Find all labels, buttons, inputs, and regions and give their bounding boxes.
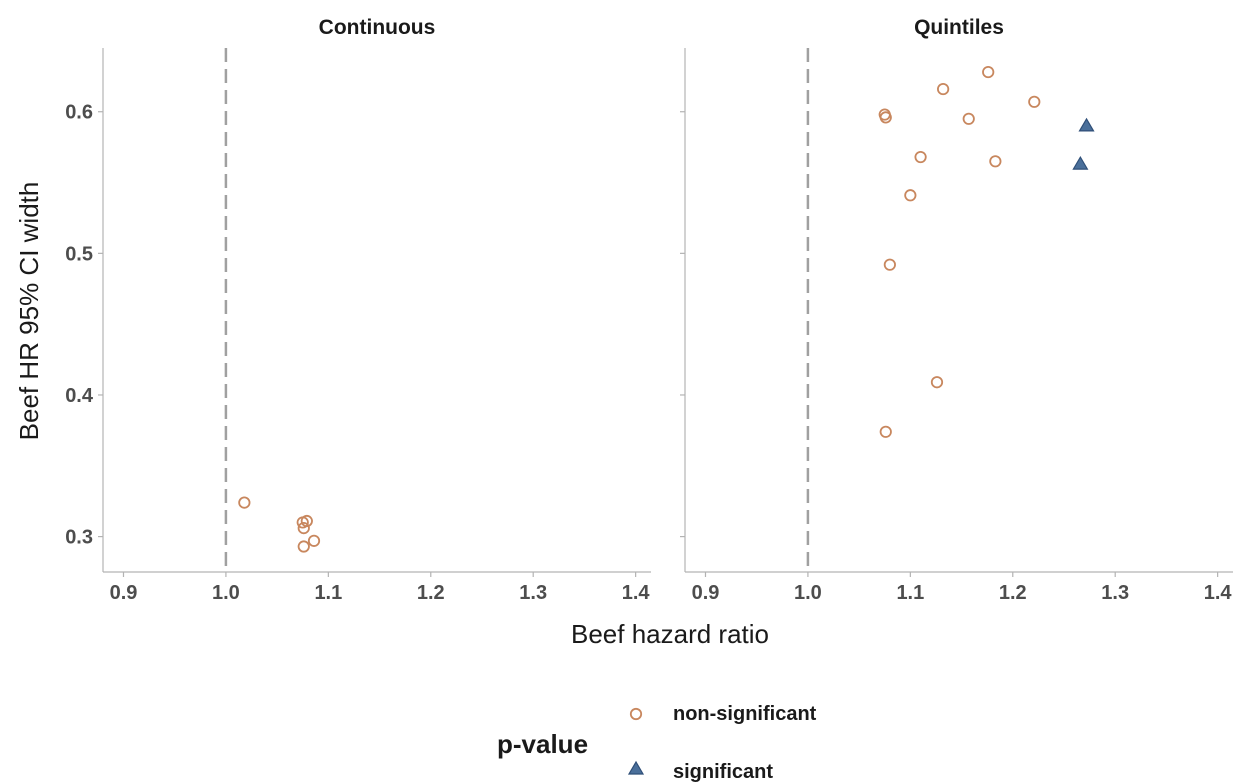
x-axis-title: Beef hazard ratio <box>571 619 769 649</box>
x-tick-label: 1.3 <box>519 582 547 604</box>
data-point-non-significant <box>904 189 917 202</box>
x-tick-label: 1.2 <box>417 582 445 604</box>
data-point-significant <box>1078 117 1095 132</box>
panel-title-quintiles: Quintiles <box>914 16 1004 39</box>
data-point-non-significant <box>879 425 892 438</box>
legend-key-significant <box>627 760 645 775</box>
data-point-non-significant <box>300 514 313 528</box>
x-tick-label: 1.1 <box>896 582 924 604</box>
data-point-non-significant <box>297 540 310 553</box>
y-axis-title: Beef HR 95% CI width <box>14 182 44 441</box>
panel-title-continuous: Continuous <box>319 16 436 39</box>
y-tick-label: 0.4 <box>65 385 94 407</box>
panel-quintiles: Quintiles 0.9 1.0 1.1 1.2 1.3 1.4 <box>680 16 1233 604</box>
legend: p-value non-significant significant <box>497 703 817 783</box>
legend-key-non-significant <box>629 707 643 721</box>
panel-continuous: Continuous 0.9 1.0 1.1 1.2 1.3 1.4 0.3 0.4 0.5 0.6 <box>65 16 651 604</box>
x-tick-label: 1.1 <box>314 582 342 604</box>
y-tick-label: 0.5 <box>65 243 93 265</box>
data-point-non-significant <box>937 82 950 96</box>
data-point-non-significant <box>883 258 896 271</box>
x-tick-label: 1.4 <box>1204 582 1233 604</box>
legend-label-non-significant: non-significant <box>673 703 817 725</box>
x-tick-label: 1.0 <box>212 582 240 604</box>
data-point-significant <box>1072 155 1089 170</box>
data-point-non-significant <box>982 65 995 79</box>
data-point-non-significant <box>914 150 927 164</box>
y-tick-label: 0.3 <box>65 527 93 549</box>
x-tick-label: 1.2 <box>999 582 1027 604</box>
data-point-non-significant <box>879 111 892 124</box>
data-point-non-significant <box>962 112 975 125</box>
legend-label-significant: significant <box>673 761 773 783</box>
data-point-non-significant <box>1028 95 1041 108</box>
x-tick-label: 0.9 <box>110 582 138 604</box>
x-tick-label: 1.4 <box>622 582 651 604</box>
x-tick-label: 1.3 <box>1101 582 1129 604</box>
y-tick-label: 0.6 <box>65 102 93 124</box>
legend-title: p-value <box>497 729 588 759</box>
data-point-non-significant <box>930 376 944 389</box>
data-point-non-significant <box>989 155 1002 168</box>
data-point-non-significant <box>238 496 251 509</box>
data-point-non-significant <box>307 534 321 547</box>
data-point-non-significant <box>297 521 310 535</box>
x-tick-label: 0.9 <box>692 582 720 604</box>
x-tick-label: 1.0 <box>794 582 822 604</box>
